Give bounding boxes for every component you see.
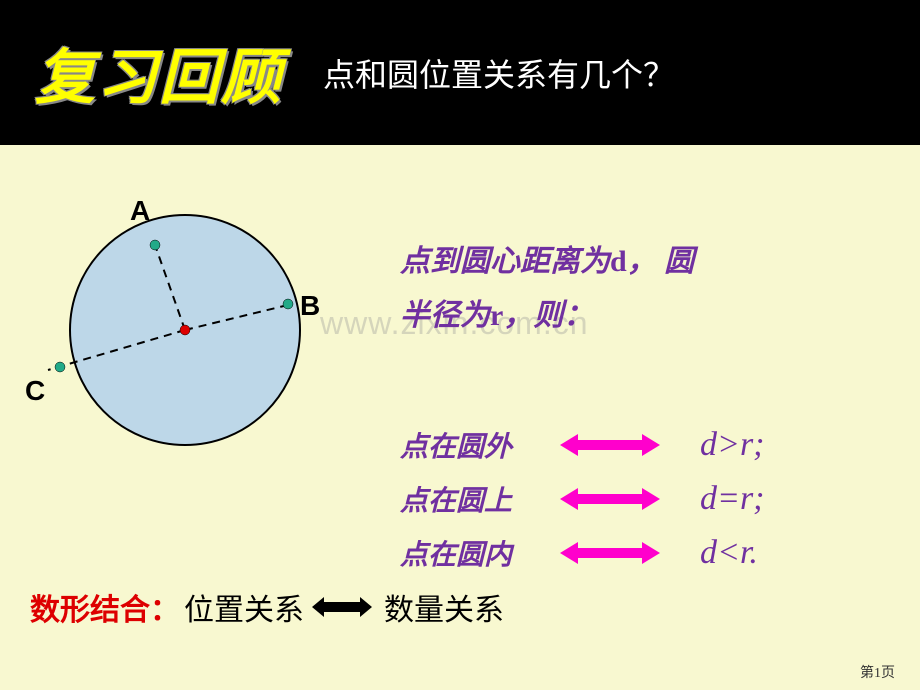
intro-var-r: r xyxy=(490,299,503,332)
center-point xyxy=(180,325,190,335)
double-arrow-icon xyxy=(312,597,372,617)
page-number: 第1页 xyxy=(860,662,895,682)
bottom-right-text: 数量关系 xyxy=(384,585,504,629)
intro-l2-prefix: 半径为 xyxy=(400,299,490,332)
case-row-1: 点在圆上 d=r; xyxy=(400,479,765,519)
intro-var-d: d xyxy=(610,245,627,278)
case-row-0: 点在圆外 d>r; xyxy=(400,425,765,465)
cases-list: 点在圆外 d>r; 点在圆上 d=r; 点在圆内 d<r. xyxy=(400,425,765,587)
case-formula-1: d=r; xyxy=(700,480,765,518)
double-arrow-icon xyxy=(560,542,660,564)
case-label-1: 点在圆上 xyxy=(400,479,560,519)
intro-l2-suffix: ，则： xyxy=(503,299,593,332)
intro-text: 点到圆心距离为d， 圆 半径为r，则： xyxy=(400,235,694,343)
circle-diagram xyxy=(30,195,350,480)
point-a xyxy=(150,240,160,250)
case-formula-2: d<r. xyxy=(700,534,758,572)
case-label-2: 点在圆内 xyxy=(400,533,560,573)
bottom-red-text: 数形结合： xyxy=(30,585,180,629)
circle-svg xyxy=(30,195,350,475)
review-title: 复习回顾 xyxy=(35,29,283,116)
intro-line-2: 半径为r，则： xyxy=(400,289,694,343)
point-c xyxy=(55,362,65,372)
case-row-2: 点在圆内 d<r. xyxy=(400,533,765,573)
label-b: B xyxy=(300,290,320,322)
double-arrow-icon xyxy=(560,434,660,456)
label-a: A xyxy=(130,195,150,227)
bottom-summary: 数形结合： 位置关系 数量关系 xyxy=(30,585,504,629)
point-b xyxy=(283,299,293,309)
label-c: C xyxy=(25,375,45,407)
intro-l1-suffix: ， 圆 xyxy=(627,245,695,278)
content-area: www.zixin.com.cn A B C 点到圆心距离为d， 圆 半径为r xyxy=(0,145,920,690)
intro-line-1: 点到圆心距离为d， 圆 xyxy=(400,235,694,289)
intro-l1-prefix: 点到圆心距离为 xyxy=(400,245,610,278)
case-formula-0: d>r; xyxy=(700,426,765,464)
double-arrow-icon xyxy=(560,488,660,510)
header-question: 点和圆位置关系有几个？ xyxy=(323,50,675,96)
case-label-0: 点在圆外 xyxy=(400,425,560,465)
bottom-left-text: 位置关系 xyxy=(184,585,304,629)
header-bar: 复习回顾 点和圆位置关系有几个？ xyxy=(0,0,920,145)
